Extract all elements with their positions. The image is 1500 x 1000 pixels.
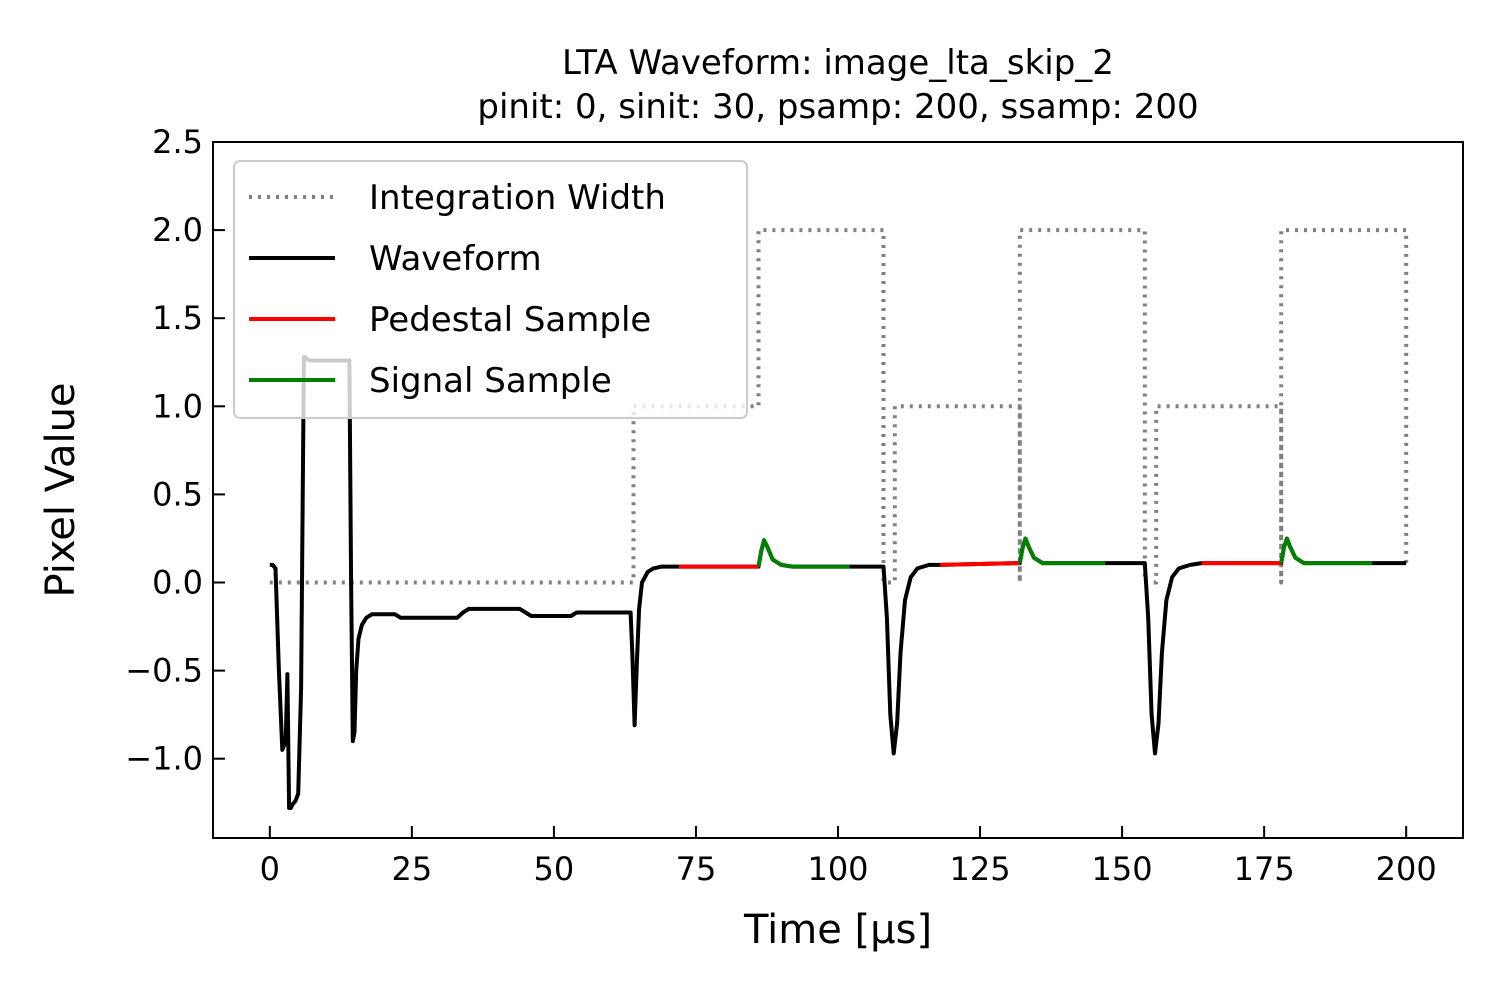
y-tick-label: 0.0: [152, 564, 203, 602]
x-axis-label: Time [μs]: [743, 907, 932, 953]
x-tick-label: 50: [534, 850, 575, 888]
legend-label-waveform: Waveform: [369, 239, 542, 279]
y-tick-label: 2.0: [152, 211, 203, 249]
signal-sample-line-1: [756, 538, 850, 569]
y-tick-label: 1.5: [152, 299, 203, 337]
y-axis: −1.0 −0.5 0.0 0.5 1.0 1.5 2.0 2.5: [125, 123, 225, 778]
pedestal-sample-line-2: [940, 561, 1020, 567]
x-tick-label: 175: [1234, 850, 1295, 888]
signal-sample-line-3: [1279, 536, 1373, 566]
y-tick-label: 0.5: [152, 475, 203, 513]
legend-box: [233, 160, 748, 419]
legend-entries: Integration Width Waveform Pedestal Sample…: [249, 178, 666, 401]
x-tick-label: 25: [392, 850, 433, 888]
y-axis-label: Pixel Value: [38, 382, 84, 597]
legend-label-integration-width: Integration Width: [369, 178, 666, 218]
x-tick-label: 150: [1092, 850, 1153, 888]
y-tick-label: −0.5: [125, 652, 203, 690]
signal-sample-line-2: [1017, 536, 1105, 566]
chart-subtitle: pinit: 0, sinit: 30, psamp: 200, ssamp: …: [477, 87, 1198, 127]
x-axis: 0 25 50 75 100 125 150 175 200: [260, 826, 1437, 888]
y-tick-label: −1.0: [125, 740, 203, 778]
y-tick-label: 1.0: [152, 387, 203, 425]
chart-title: LTA Waveform: image_lta_skip_2: [562, 43, 1114, 83]
x-tick-label: 100: [807, 850, 868, 888]
x-tick-label: 200: [1376, 850, 1437, 888]
x-tick-label: 125: [950, 850, 1011, 888]
y-tick-label: 2.5: [152, 123, 203, 161]
legend-label-pedestal-sample: Pedestal Sample: [369, 300, 651, 340]
legend-label-signal-sample: Signal Sample: [369, 361, 612, 401]
x-tick-label: 0: [260, 850, 280, 888]
legend: Integration Width Waveform Pedestal Sample…: [233, 160, 748, 419]
x-tick-label: 75: [676, 850, 717, 888]
waveform-line: [269, 355, 1407, 810]
